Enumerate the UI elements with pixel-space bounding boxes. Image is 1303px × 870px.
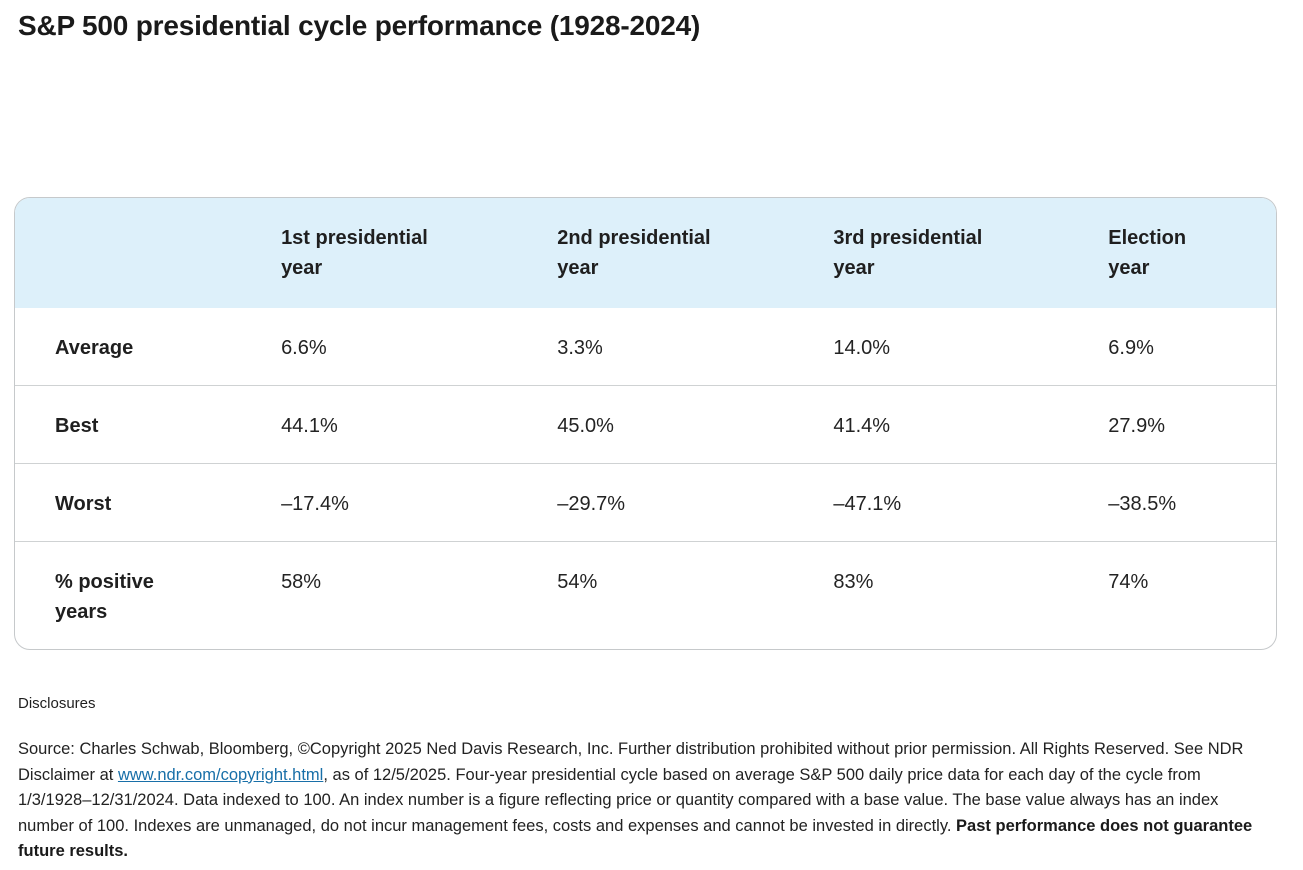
table-row-average: Average 6.6% 3.3% 14.0% 6.9% xyxy=(15,308,1276,386)
row-label-pct-positive-years: % positive years xyxy=(55,571,154,623)
disclosure-source-suffix: , as of 12/5/2025. Four-year presidentia… xyxy=(18,765,1219,835)
column-header-empty xyxy=(15,198,282,308)
row-label-worst: Worst xyxy=(55,493,112,515)
column-header-election-year: Election year xyxy=(1108,198,1276,308)
performance-table-card: 1st presidential year 2nd presidential y… xyxy=(14,197,1277,650)
column-header-1st-presidential-year: 1st presidential year xyxy=(281,198,558,308)
ndr-disclaimer-link[interactable]: www.ndr.com/copyright.html xyxy=(117,765,324,784)
table-cell: 6.6% xyxy=(281,337,327,359)
table-cell: –47.1% xyxy=(833,493,902,515)
table-row-pct-positive-years: % positive years 58% 54% 83% 74% xyxy=(15,541,1276,650)
table-row-best: Best 44.1% 45.0% 41.4% 27.9% xyxy=(15,385,1276,464)
table-cell: 58% xyxy=(281,571,322,593)
column-header-2nd-presidential-year: 2nd presidential year xyxy=(557,198,834,308)
table-cell: –29.7% xyxy=(557,493,626,515)
page-title: S&P 500 presidential cycle performance (… xyxy=(18,10,701,41)
table-cell: 27.9% xyxy=(1108,415,1165,437)
performance-table: 1st presidential year 2nd presidential y… xyxy=(15,198,1276,649)
table-cell: 3.3% xyxy=(557,337,603,359)
past-performance-disclaimer: Past performance does not guarantee futu… xyxy=(18,816,1253,861)
table-cell: –38.5% xyxy=(1108,493,1177,515)
row-label-best: Best xyxy=(55,415,99,437)
row-label-average: Average xyxy=(55,337,134,359)
table-cell: 83% xyxy=(833,571,874,593)
disclosure-paragraph: Source: Charles Schwab, Bloomberg, ©Copy… xyxy=(16,737,1278,865)
disclosure-source-prefix: Source: Charles Schwab, Bloomberg, ©Copy… xyxy=(18,740,1244,784)
table-cell: 6.9% xyxy=(1108,337,1154,359)
table-cell: 74% xyxy=(1108,571,1149,593)
table-cell: –17.4% xyxy=(281,493,349,515)
table-cell: 45.0% xyxy=(557,415,614,437)
table-cell: 54% xyxy=(557,571,598,593)
table-header-row: 1st presidential year 2nd presidential y… xyxy=(15,198,1276,308)
disclosures-heading: Disclosures xyxy=(18,695,96,712)
column-header-3rd-presidential-year: 3rd presidential year xyxy=(833,198,1109,308)
table-cell: 44.1% xyxy=(281,415,338,437)
table-cell: 41.4% xyxy=(833,415,891,437)
table-cell: 14.0% xyxy=(833,337,891,359)
table-row-worst: Worst –17.4% –29.7% –47.1% –38.5% xyxy=(15,463,1276,542)
